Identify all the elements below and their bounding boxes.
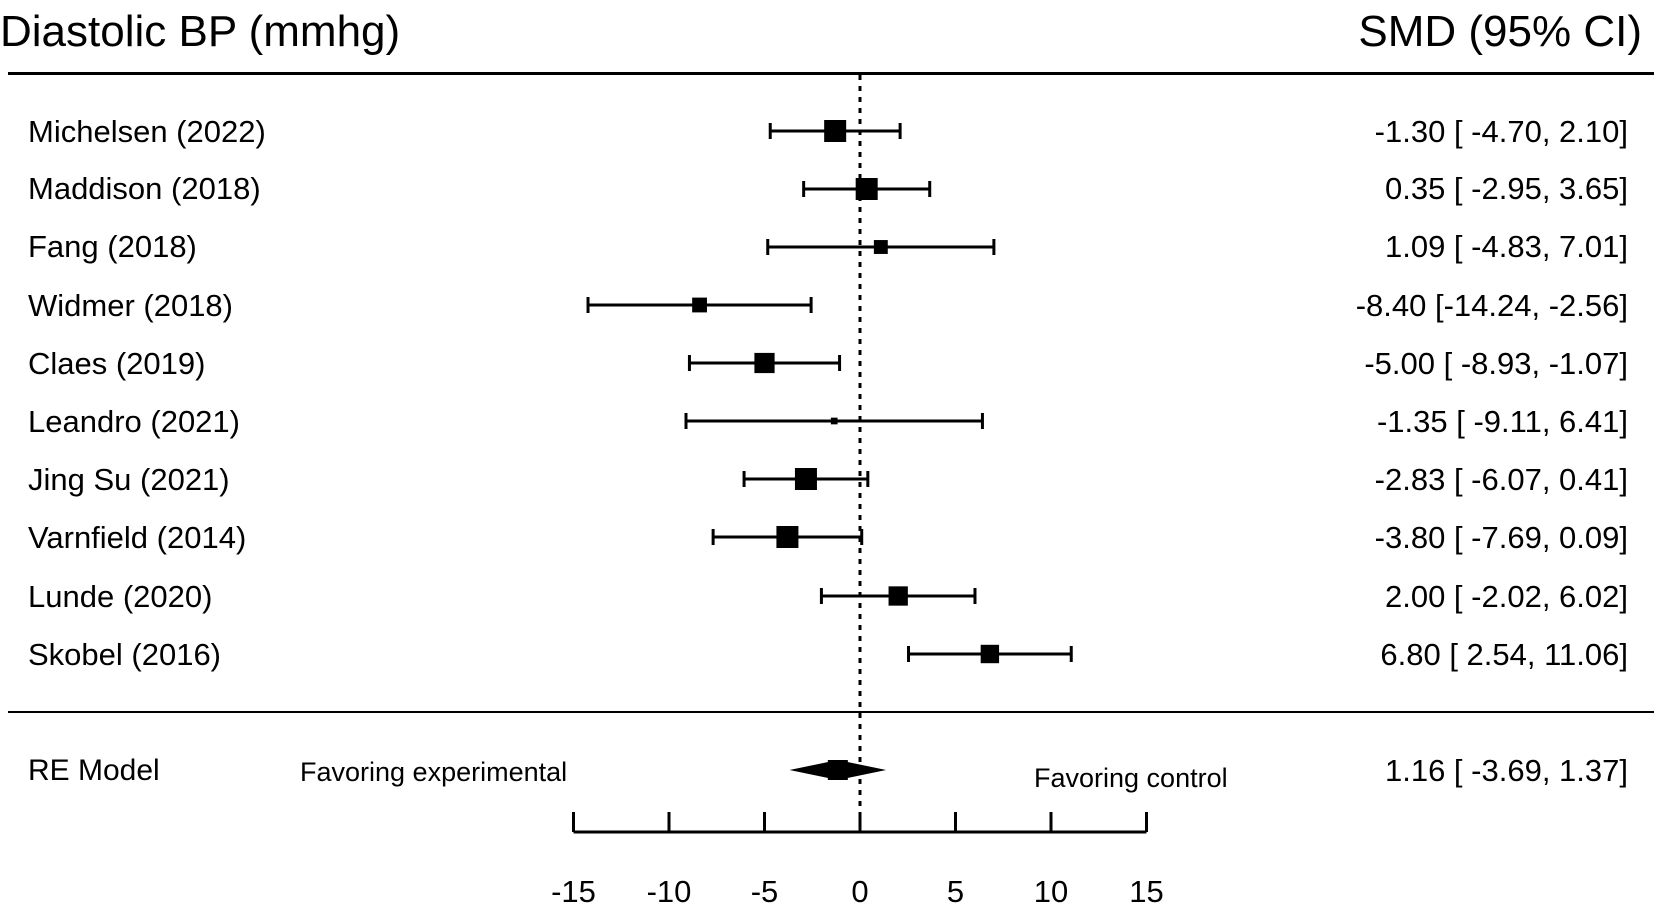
study-estimate-text: 0.35 [ -2.95, 3.65]	[1384, 171, 1628, 206]
estimate-column-header: SMD (95% CI)	[1358, 7, 1642, 56]
study-label: Fang (2018)	[28, 229, 197, 264]
x-tick-label: 10	[1034, 874, 1068, 909]
point-estimate	[980, 644, 1000, 664]
summary-label: RE Model	[28, 754, 160, 787]
study-estimate-text: -1.30 [ -4.70, 2.10]	[1374, 114, 1628, 149]
x-tick-label: 0	[851, 874, 868, 909]
point-estimate	[692, 297, 707, 313]
header-divider	[8, 72, 1654, 75]
study-label: Lunde (2020)	[28, 579, 213, 614]
study-label: Leandro (2021)	[28, 404, 240, 439]
study-estimate-text: 6.80 [ 2.54, 11.06]	[1380, 637, 1628, 672]
point-estimate	[776, 526, 799, 548]
point-estimate	[873, 240, 888, 254]
study-label: Varnfield (2014)	[28, 520, 247, 555]
study-estimate-text: -8.40 [-14.24, -2.56]	[1355, 288, 1628, 323]
favoring-experimental-note: Favoring experimental	[300, 757, 568, 787]
study-estimate-text: -2.83 [ -6.07, 0.41]	[1374, 462, 1628, 497]
point-estimate	[888, 586, 908, 606]
x-tick-label: -5	[751, 874, 779, 909]
study-label: Maddison (2018)	[28, 171, 261, 206]
x-tick-label: -10	[647, 874, 692, 909]
x-tick-label: -15	[551, 874, 596, 909]
study-label: Claes (2019)	[28, 346, 206, 381]
study-label: Skobel (2016)	[28, 637, 222, 672]
study-estimate-text: -5.00 [ -8.93, -1.07]	[1364, 346, 1628, 381]
study-estimate-text: 2.00 [ -2.02, 6.02]	[1384, 579, 1628, 614]
point-estimate	[794, 468, 817, 490]
plot-title: Diastolic BP (mmhg)	[0, 7, 401, 56]
study-estimate-text: -1.35 [ -9.11, 6.41]	[1376, 404, 1628, 439]
favoring-control-note: Favoring control	[1034, 763, 1228, 793]
study-estimate-text: -3.80 [ -7.69, 0.09]	[1374, 520, 1628, 555]
x-tick-label: 15	[1129, 874, 1163, 909]
study-estimate-text: 1.09 [ -4.83, 7.01]	[1384, 229, 1628, 264]
summary-estimate-text: 1.16 [ -3.69, 1.37]	[1384, 753, 1628, 788]
study-label: Jing Su (2021)	[28, 462, 230, 497]
study-label: Michelsen (2022)	[28, 114, 266, 149]
x-tick-label: 5	[947, 874, 964, 909]
point-estimate	[824, 120, 847, 142]
point-estimate	[855, 178, 878, 200]
summary-estimate-marker	[827, 760, 848, 780]
point-estimate	[830, 417, 838, 425]
summary-divider	[8, 711, 1654, 713]
study-label: Widmer (2018)	[28, 288, 233, 323]
point-estimate	[754, 352, 775, 374]
